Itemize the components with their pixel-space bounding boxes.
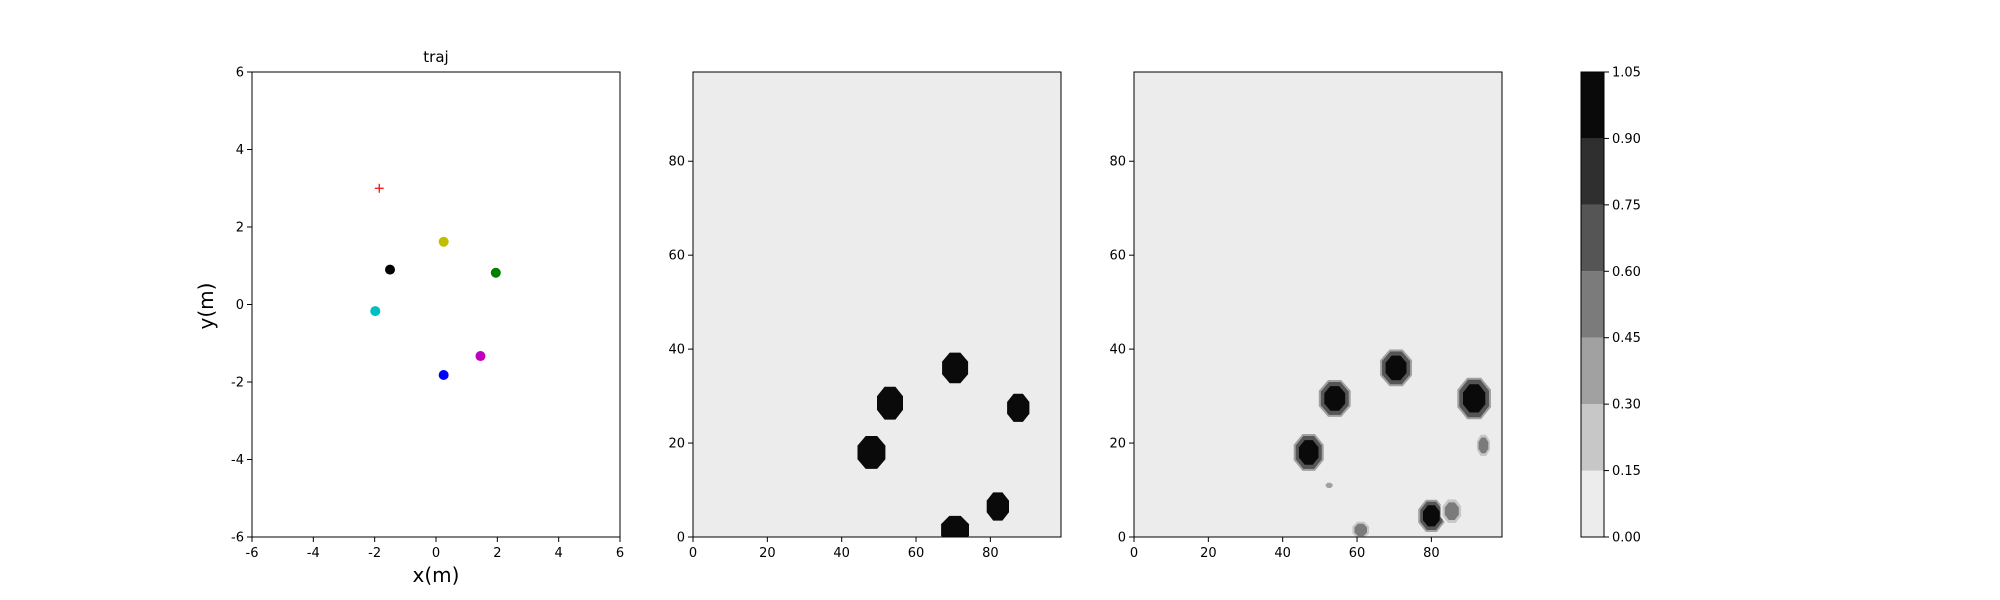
colorbar-tick-label: 0.45 bbox=[1612, 331, 1641, 346]
x-tick-label: -6 bbox=[246, 546, 259, 561]
occupancy-blob bbox=[1318, 380, 1351, 417]
occupancy-blob bbox=[857, 436, 886, 469]
x-tick-label: 40 bbox=[1274, 546, 1291, 561]
y-tick-label: 0 bbox=[677, 531, 685, 546]
goal-marker bbox=[374, 183, 384, 193]
colorbar-band bbox=[1581, 470, 1604, 537]
colorbar-band bbox=[1581, 204, 1604, 272]
agent-point bbox=[490, 267, 501, 278]
x-tick-label: 20 bbox=[759, 546, 776, 561]
y-tick-label: -6 bbox=[231, 531, 244, 546]
plot-frame bbox=[692, 71, 1062, 538]
y-tick-label: 60 bbox=[1109, 249, 1126, 264]
colorbar-ticks: 0.00 0.15 0.30 0.45 0.60 0.75 0.90 1.05 bbox=[1604, 66, 1641, 546]
y-tick-label: 40 bbox=[1109, 343, 1126, 358]
x-tick-label: 0 bbox=[689, 546, 697, 561]
x-tick-label: -4 bbox=[307, 546, 320, 561]
occupancy-blob bbox=[1007, 393, 1030, 422]
occupancy-blob bbox=[1322, 479, 1336, 491]
y-tick-label: 20 bbox=[668, 437, 685, 452]
occupancy-blob bbox=[986, 492, 1009, 521]
heatmap-background bbox=[1134, 72, 1502, 537]
y-tick-label: -4 bbox=[231, 453, 244, 468]
occupancy-blob bbox=[941, 515, 969, 537]
y-tick-label: 20 bbox=[1109, 437, 1126, 452]
prediction-heatmap-panel: 0 20 40 60 80 0 20 40 60 80 bbox=[1109, 71, 1503, 561]
x-tick-label: 60 bbox=[908, 546, 925, 561]
occupancy-blob bbox=[1418, 499, 1445, 532]
colorbar: 0.00 0.15 0.30 0.45 0.60 0.75 0.90 1.05 bbox=[1580, 66, 1641, 546]
occupancy-heatmap-panel: 0 20 40 60 80 0 20 40 60 80 bbox=[668, 71, 1062, 561]
x-tick-label: 4 bbox=[555, 546, 563, 561]
agent-point bbox=[385, 264, 395, 275]
x-tick-label: -2 bbox=[368, 546, 381, 561]
occupancy-blob bbox=[1474, 432, 1492, 458]
x-tick-label: 60 bbox=[1349, 546, 1366, 561]
colorbar-tick-label: 0.90 bbox=[1612, 132, 1641, 147]
occupancy-blob bbox=[877, 386, 903, 420]
data-points bbox=[370, 183, 501, 381]
occupancy-blob bbox=[1440, 497, 1464, 525]
x-tick-label: 0 bbox=[1130, 546, 1138, 561]
x-tick-label: 6 bbox=[616, 546, 624, 561]
heatmap-blobs bbox=[857, 352, 1030, 537]
y-tick-label: 0 bbox=[1118, 531, 1126, 546]
heatmap-blobs bbox=[1293, 349, 1492, 537]
axis-ticks: 0 20 40 60 80 0 20 40 60 80 bbox=[1109, 155, 1439, 561]
chart-title: traj bbox=[423, 48, 448, 66]
colorbar-bands bbox=[1581, 72, 1604, 537]
y-tick-label: 2 bbox=[236, 221, 244, 236]
x-tick-label: 20 bbox=[1200, 546, 1217, 561]
agent-point bbox=[438, 370, 449, 381]
occupancy-blob bbox=[942, 352, 969, 384]
y-tick-label: 80 bbox=[1109, 155, 1126, 170]
colorbar-band bbox=[1581, 271, 1604, 338]
occupancy-blob bbox=[1380, 349, 1412, 387]
y-tick-label: 6 bbox=[236, 66, 244, 81]
axis-ticks: 0 20 40 60 80 0 20 40 60 80 bbox=[668, 155, 998, 561]
y-axis-label: y(m) bbox=[194, 283, 218, 330]
plot-frame bbox=[1133, 71, 1503, 538]
y-tick-label: 40 bbox=[668, 343, 685, 358]
occupancy-blob bbox=[1457, 377, 1491, 420]
occupancy-blob bbox=[1293, 434, 1324, 471]
colorbar-band bbox=[1581, 72, 1604, 139]
colorbar-band bbox=[1581, 138, 1604, 205]
colorbar-tick-label: 0.15 bbox=[1612, 464, 1641, 479]
colorbar-tick-label: 0.60 bbox=[1612, 265, 1641, 280]
axis-ticks: -6 -4 -2 0 2 4 6 -6 -4 -2 0 2 4 6 bbox=[231, 66, 624, 562]
y-tick-label: 60 bbox=[668, 249, 685, 264]
x-tick-label: 80 bbox=[982, 546, 999, 561]
x-tick-label: 40 bbox=[833, 546, 850, 561]
x-tick-label: 2 bbox=[493, 546, 501, 561]
y-tick-label: 80 bbox=[668, 155, 685, 170]
agent-point bbox=[438, 236, 449, 247]
occupancy-blob bbox=[1350, 519, 1372, 537]
agent-point bbox=[370, 306, 381, 317]
colorbar-tick-label: 1.05 bbox=[1612, 66, 1641, 81]
colorbar-tick-label: 0.30 bbox=[1612, 398, 1641, 413]
colorbar-frame bbox=[1580, 71, 1605, 538]
colorbar-band bbox=[1581, 337, 1604, 405]
x-tick-label: 0 bbox=[432, 546, 440, 561]
x-axis-label: x(m) bbox=[413, 563, 460, 587]
agent-point bbox=[475, 351, 486, 362]
y-tick-label: -2 bbox=[231, 376, 244, 391]
colorbar-tick-label: 0.75 bbox=[1612, 198, 1641, 213]
colorbar-band bbox=[1581, 404, 1604, 471]
traj-scatter-panel: traj x(m) y(m) -6 -4 -2 0 2 4 6 -6 -4 -2 0 2 4 6 bbox=[194, 48, 624, 587]
y-tick-label: 4 bbox=[236, 143, 244, 158]
plot-frame bbox=[251, 71, 621, 538]
x-tick-label: 80 bbox=[1423, 546, 1440, 561]
colorbar-tick-label: 0.00 bbox=[1612, 531, 1641, 546]
y-tick-label: 0 bbox=[236, 298, 244, 313]
